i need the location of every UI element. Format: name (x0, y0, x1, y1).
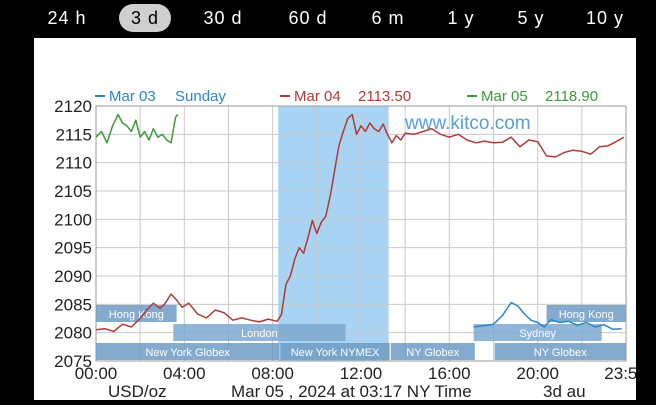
legend-value: Sunday (175, 88, 226, 105)
legend-entry: Mar 03 (109, 88, 156, 105)
session-bar: Hong Kong (546, 305, 626, 322)
legend-value: 2118.90 (545, 88, 598, 105)
chart-code-label: 3d au (543, 382, 586, 400)
session-bar-fill (494, 343, 626, 360)
gold-price-chart: Mar 03 Sunday Mar 04 2113.50 Mar 05 2118.90 H… (54, 88, 647, 401)
timestamp-label: Mar 05 , 2024 at 03:17 NY Time (231, 382, 472, 400)
session-label: New York Globex (145, 347, 230, 359)
session-bar-fill (280, 343, 390, 360)
session-bar-fill (173, 324, 346, 341)
watermark: www.kitco.com (404, 113, 531, 134)
x-tick-label: 23:59 (604, 364, 636, 383)
legend-value: 2113.50 (358, 88, 411, 105)
chart-legend: Mar 03 Sunday Mar 04 2113.50 Mar 05 2118.90 (95, 88, 598, 105)
timeframe-tabs: 24 h 3 d 30 d 60 d 6 m 1 y 5 y 10 y (0, 0, 656, 36)
session-bar: NY Globex (390, 343, 475, 360)
session-label: Hong Kong (109, 309, 164, 321)
session-bar: New York Globex (96, 343, 280, 360)
session-bar-fill (546, 305, 626, 322)
session-label: Hong Kong (559, 309, 614, 321)
series-line-mar-04 (95, 113, 625, 333)
plot-frame (95, 105, 627, 362)
y-tick-label: 2090 (54, 267, 92, 286)
tab-1y[interactable]: 1 y (447, 8, 475, 28)
y-axis: 2075 2080 2085 2090 2095 2100 2105 2110 2115 2120 (54, 97, 92, 371)
tab-3d[interactable]: 3 d (119, 4, 171, 32)
x-tick-label: 20:00 (516, 364, 559, 383)
x-tick-label: 00:00 (75, 364, 118, 383)
price-lines (95, 113, 625, 333)
y-tick-label: 2105 (54, 182, 92, 201)
session-bar: London (173, 324, 346, 341)
session-bar: Sydney (473, 324, 602, 341)
session-bar-fill (473, 324, 602, 341)
y-tick-label: 2100 (54, 210, 92, 229)
session-bar-fill (390, 343, 475, 360)
x-tick-label: 04:00 (163, 364, 206, 383)
session-label: New York NYMEX (291, 347, 380, 359)
tab-10y[interactable]: 10 y (585, 8, 625, 28)
nymex-session-highlight (278, 106, 389, 361)
chart-panel: Mar 03 Sunday Mar 04 2113.50 Mar 05 2118.90 H… (34, 38, 647, 401)
y-tick-label: 2075 (54, 352, 92, 371)
legend-entry: Mar 05 (481, 88, 528, 105)
session-bar-fill (96, 343, 280, 360)
tab-30d[interactable]: 30 d (203, 8, 243, 28)
x-tick-label: 08:00 (251, 364, 294, 383)
session-bar: Hong Kong (96, 305, 177, 322)
session-label: Sydney (519, 328, 556, 340)
y-tick-label: 2080 (54, 324, 92, 343)
tab-60d[interactable]: 60 d (288, 8, 328, 28)
session-bar: NY Globex (494, 343, 626, 360)
series-line-mar-05 (95, 113, 179, 144)
tab-6m[interactable]: 6 m (371, 8, 405, 28)
tab-5y[interactable]: 5 y (517, 8, 545, 28)
session-label: NY Globex (534, 347, 587, 359)
y-tick-label: 2115 (55, 125, 92, 144)
series-line-mar-03 (473, 301, 622, 331)
unit-label: USD/oz (108, 382, 167, 400)
x-axis: 00:00 04:00 08:00 12:00 16:00 20:00 23:59 (75, 364, 647, 383)
plot-background (95, 105, 627, 362)
y-tick-label: 2120 (54, 97, 92, 116)
session-bar-fill (96, 305, 177, 322)
session-bar: New York NYMEX (280, 343, 390, 360)
session-label: NY Globex (406, 347, 459, 359)
y-tick-label: 2085 (54, 295, 92, 314)
session-label: London (241, 328, 278, 340)
y-tick-label: 2095 (54, 239, 92, 258)
legend-entry: Mar 04 (294, 88, 341, 105)
y-tick-label: 2110 (55, 154, 92, 173)
x-tick-label: 12:00 (340, 364, 383, 383)
market-sessions: Hong Kong Hong Kong London Sydney New York G… (96, 305, 626, 360)
tab-24h[interactable]: 24 h (47, 8, 87, 28)
x-tick-label: 16:00 (428, 364, 471, 383)
